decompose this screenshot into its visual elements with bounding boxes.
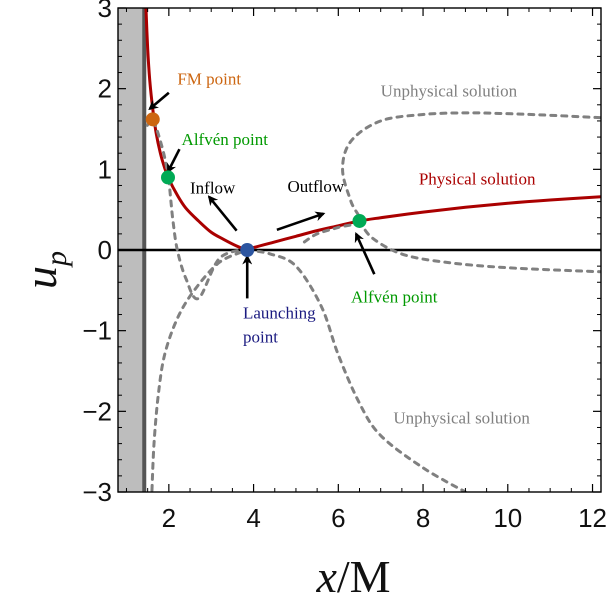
annotation-label-7: Alfvén point <box>351 287 438 306</box>
x-tick-label: 2 <box>162 503 176 533</box>
unphysical-solution-line-4 <box>245 248 467 492</box>
x-tick-label: 4 <box>246 503 260 533</box>
x-tick-label: 12 <box>578 503 607 533</box>
annotation-label-6-0: Launching <box>243 304 316 323</box>
x-tick-label: 8 <box>416 503 430 533</box>
marker-alfv-n-point-inflow <box>160 170 175 185</box>
annotation-label-6-1: point <box>243 328 278 347</box>
unphysical-solution-line-5 <box>358 219 601 274</box>
x-tick-label: 10 <box>493 503 522 533</box>
annotation-label-4: Physical solution <box>419 170 536 189</box>
y-tick-label: 2 <box>98 74 112 104</box>
annotation-label-2: Inflow <box>190 179 236 198</box>
annotation-arrow-3 <box>276 211 326 232</box>
y-axis-title-subscript: p <box>40 251 73 268</box>
annotation-label-0: FM point <box>177 70 241 89</box>
x-axis-title-var: x <box>315 551 337 602</box>
x-axis-title: x/M <box>315 551 390 602</box>
annotation-label-8: Unphysical solution <box>393 408 530 427</box>
unphysical-solution-line-3 <box>302 111 601 244</box>
y-tick-label: −1 <box>82 316 112 346</box>
x-axis-title-unit: /M <box>337 551 391 602</box>
annotation-label-1: Alfvén point <box>182 130 269 149</box>
y-tick-label: 1 <box>98 154 112 184</box>
annotation-arrow-5 <box>354 232 376 275</box>
annotation-label-3: Outflow <box>287 177 344 196</box>
y-tick-label: 3 <box>98 0 112 23</box>
y-tick-label: −2 <box>82 396 112 426</box>
y-tick-label: −3 <box>82 477 112 507</box>
annotation-arrow-2 <box>207 195 238 232</box>
physical-solution-line <box>144 8 601 252</box>
annotation-arrow-1 <box>166 148 181 174</box>
y-tick-label: 0 <box>98 235 112 265</box>
annotation-label-5: Unphysical solution <box>381 82 518 101</box>
y-axis-title-var: u <box>15 266 66 289</box>
x-tick-label: 6 <box>331 503 345 533</box>
marker-launching-point <box>240 243 255 257</box>
marker-fm-point <box>145 112 160 127</box>
annotation-arrow-0 <box>148 91 170 111</box>
marker-alfv-n-point-outflow <box>352 213 367 228</box>
y-axis-title: up <box>15 251 73 289</box>
